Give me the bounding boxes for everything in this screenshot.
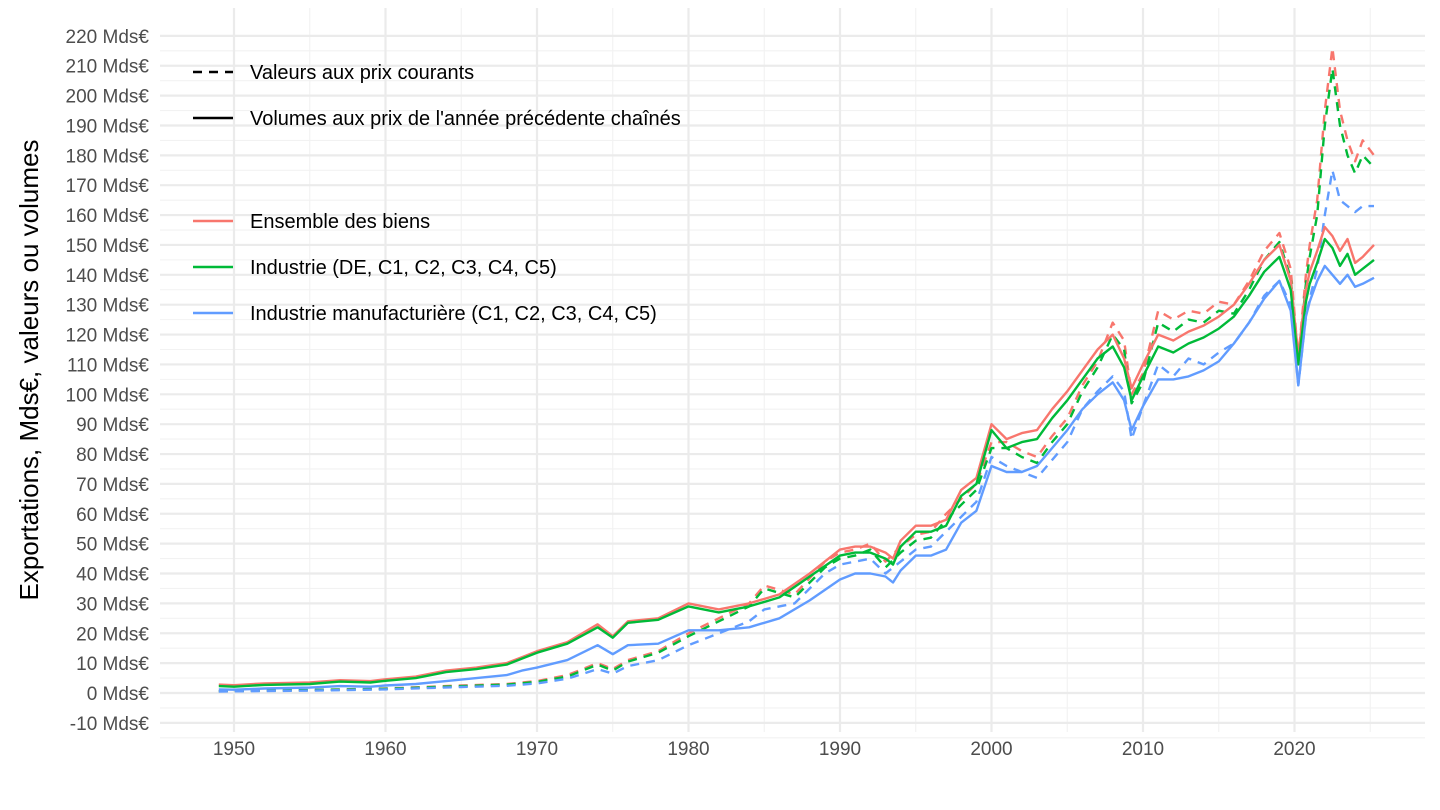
x-tick-label: 1980	[667, 739, 709, 760]
y-tick-label: 0 Mds€	[87, 684, 150, 705]
legend-label: Volumes aux prix de l'année précédente c…	[250, 108, 681, 130]
x-tick-label: 2000	[970, 739, 1012, 760]
x-tick-labels: 1950 1960 1970 1980 1990 2000 2010 2020	[213, 739, 1316, 760]
y-tick-label: 70 Mds€	[76, 475, 149, 496]
x-tick-label: 1960	[364, 739, 406, 760]
series-line-industrie-manufacturi-re-c1-c2-c3-c4-c5-valeurs	[218, 169, 1374, 693]
legend-label: Valeurs aux prix courants	[250, 62, 474, 84]
y-tick-labels: -10 Mds€ 0 Mds€ 10 Mds€ 20 Mds€ 30 Mds€ 40 Md…	[66, 27, 150, 735]
series-line-industrie-manufacturi-re-c1-c2-c3-c4-c5-volumes	[218, 264, 1375, 691]
series-line-ensemble-des-biens-valeurs	[218, 46, 1375, 693]
series-line-industrie-de-c1-c2-c3-c4-c5-volumes	[218, 237, 1375, 688]
legend-label: Ensemble des biens	[250, 211, 430, 233]
series-line-industrie-de-c1-c2-c3-c4-c5-valeurs	[218, 67, 1375, 693]
x-tick-label: 2010	[1122, 739, 1164, 760]
y-tick-label: 220 Mds€	[66, 27, 150, 48]
x-tick-label: 1990	[819, 739, 861, 760]
y-tick-label: 180 Mds€	[66, 146, 150, 167]
series-lines	[218, 46, 1375, 693]
y-tick-label: 150 Mds€	[66, 236, 150, 257]
y-tick-label: 20 Mds€	[76, 624, 149, 645]
y-tick-label: 120 Mds€	[66, 326, 150, 347]
x-tick-label: 1970	[516, 739, 558, 760]
y-axis-title: Exportations, Mds€, valeurs ou volumes	[14, 140, 44, 601]
y-tick-label: 30 Mds€	[76, 594, 149, 615]
legend-label: Industrie (DE, C1, C2, C3, C4, C5)	[250, 257, 557, 279]
x-tick-label: 2020	[1273, 739, 1315, 760]
y-tick-label: 50 Mds€	[76, 535, 149, 556]
y-tick-label: -10 Mds€	[70, 714, 150, 735]
legend-label: Industrie manufacturière (C1, C2, C3, C4…	[250, 303, 657, 325]
y-tick-label: 10 Mds€	[76, 654, 149, 675]
y-tick-label: 80 Mds€	[76, 445, 149, 466]
y-tick-label: 40 Mds€	[76, 565, 149, 586]
x-tick-label: 1950	[213, 739, 255, 760]
y-tick-label: 110 Mds€	[67, 355, 149, 376]
y-tick-label: 200 Mds€	[66, 87, 150, 108]
y-tick-label: 100 Mds€	[66, 385, 150, 406]
y-tick-label: 140 Mds€	[66, 266, 150, 287]
legend: Valeurs aux prix courants Volumes aux pri…	[193, 62, 681, 325]
y-tick-label: 210 Mds€	[66, 57, 150, 78]
y-tick-label: 130 Mds€	[66, 296, 150, 317]
y-tick-label: 60 Mds€	[76, 505, 149, 526]
legend-linetype: Valeurs aux prix courants Volumes aux pri…	[193, 62, 681, 130]
y-tick-label: 190 Mds€	[66, 116, 150, 137]
y-tick-label: 90 Mds€	[76, 415, 149, 436]
series-line-ensemble-des-biens-volumes	[218, 225, 1375, 687]
legend-color: Ensemble des biens Industrie (DE, C1, C2,…	[193, 211, 657, 325]
y-tick-label: 170 Mds€	[66, 176, 150, 197]
y-tick-label: 160 Mds€	[66, 206, 150, 227]
